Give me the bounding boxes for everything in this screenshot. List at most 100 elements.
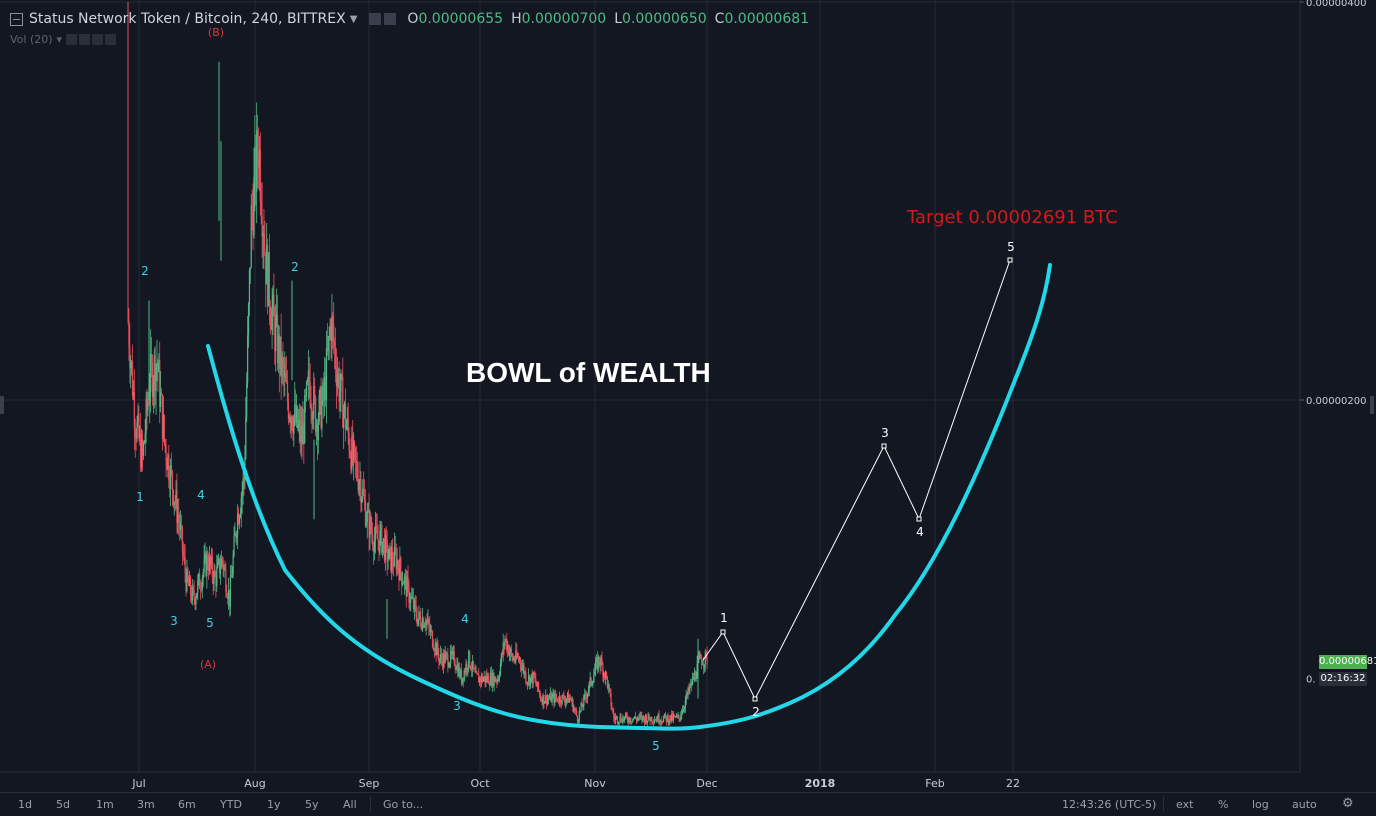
candle-body [474,668,476,673]
close-icon[interactable] [105,34,117,45]
candle-body [645,716,647,724]
collapse-icon[interactable] [10,12,23,26]
bowl-curve [206,263,1052,731]
time-tick-label: Sep [359,777,380,790]
range-ytd[interactable]: YTD [220,798,242,811]
left-scroll-handle[interactable] [0,396,4,414]
candle-body [416,616,418,625]
eye-icon[interactable] [369,13,382,25]
candle-body [391,551,393,571]
candle-body [705,651,707,654]
symbol-title[interactable]: Status Network Token / Bitcoin, 240, BIT… [29,11,346,27]
candle-body [425,621,427,626]
candle-body [358,482,360,491]
candle-body [263,233,265,249]
candle-body [512,658,514,661]
candle-body [228,589,231,607]
candle-body [505,638,507,640]
candle-body [672,713,674,720]
toggle-auto[interactable]: auto [1292,798,1317,811]
candle-body [292,427,294,434]
toggle-percent[interactable]: % [1218,798,1229,811]
candle-body [325,348,328,401]
candle-body [441,659,444,667]
eye-icon[interactable] [66,34,78,45]
candle-body [488,675,490,685]
candle-body [343,411,345,428]
range-all[interactable]: All [343,798,357,811]
candle-body [621,721,623,723]
candle-body [613,711,615,719]
toggle-log[interactable]: log [1252,798,1269,811]
chevron-down-icon[interactable]: ▾ [56,33,63,46]
candle-body [230,576,232,578]
wave-label: 5 [652,739,660,753]
candle-body [662,717,665,722]
range-6m[interactable]: 6m [178,798,196,811]
candle-body [559,696,561,703]
goto-button[interactable]: Go to... [383,798,424,811]
candle-body [554,694,556,704]
candle-body [323,382,325,400]
candle-body [411,597,414,599]
wave-label: 2 [141,264,149,278]
candle-body [385,534,387,540]
toggle-ext[interactable]: ext [1176,798,1194,811]
candle-body [245,416,247,458]
range-1y[interactable]: 1y [267,798,281,811]
settings-icon[interactable] [384,13,397,25]
candle-body [560,702,562,704]
range-3m[interactable]: 3m [137,798,155,811]
candle-body [632,718,634,722]
candle-body [355,460,357,463]
candle-body [643,718,646,723]
candle-body [595,662,597,671]
candle-body [622,717,624,723]
last-price-tag: 0.00000681 [1319,655,1376,669]
candle-body [619,716,621,722]
candle-body [596,658,599,670]
more-icon[interactable] [92,34,104,45]
range-1d[interactable]: 1d [18,798,32,811]
candle-body [208,556,211,572]
candle-body [198,573,200,581]
range-1m[interactable]: 1m [96,798,114,811]
candle-body [185,573,187,591]
candle-body [546,695,548,704]
chevron-down-icon[interactable]: ▼ [349,13,358,25]
wave-label: 1 [136,490,144,504]
candle-body [389,546,391,550]
candle-body [673,715,676,717]
candle-body [143,441,145,444]
settings-icon[interactable] [79,34,91,45]
candle-body [327,336,329,351]
gear-icon[interactable]: ⚙ [1342,796,1354,811]
range-5d[interactable]: 5d [56,798,70,811]
price-axis[interactable]: 0.000040000.000038000.000036000.00003400… [1299,0,1366,772]
candle-body [464,670,466,673]
headline-annotation: BOWL of WEALTH [466,357,711,388]
right-scroll-handle[interactable] [1370,396,1374,414]
candle-body [445,653,447,655]
candle-body [471,661,473,670]
range-5y[interactable]: 5y [305,798,319,811]
candle-body [298,419,300,424]
candle-body [495,680,497,682]
candle-body [639,715,641,717]
candle-body [187,568,189,580]
candle-body [351,435,353,470]
time-axis[interactable]: Jul Aug Sep Oct Nov Dec 2018 Feb 22 [0,771,1300,790]
candle-body [510,648,512,654]
candle-body [166,461,168,470]
volume-indicator[interactable]: Vol (20) ▾ [10,33,118,46]
candle-body [266,244,268,285]
wave-label: 3 [170,614,178,628]
candle-body [696,663,698,679]
candle-body [267,252,270,306]
candle-body [320,387,322,428]
candle-body [361,498,363,504]
candle-body [237,513,240,524]
candle-body [674,716,676,718]
candle-body [589,677,591,683]
